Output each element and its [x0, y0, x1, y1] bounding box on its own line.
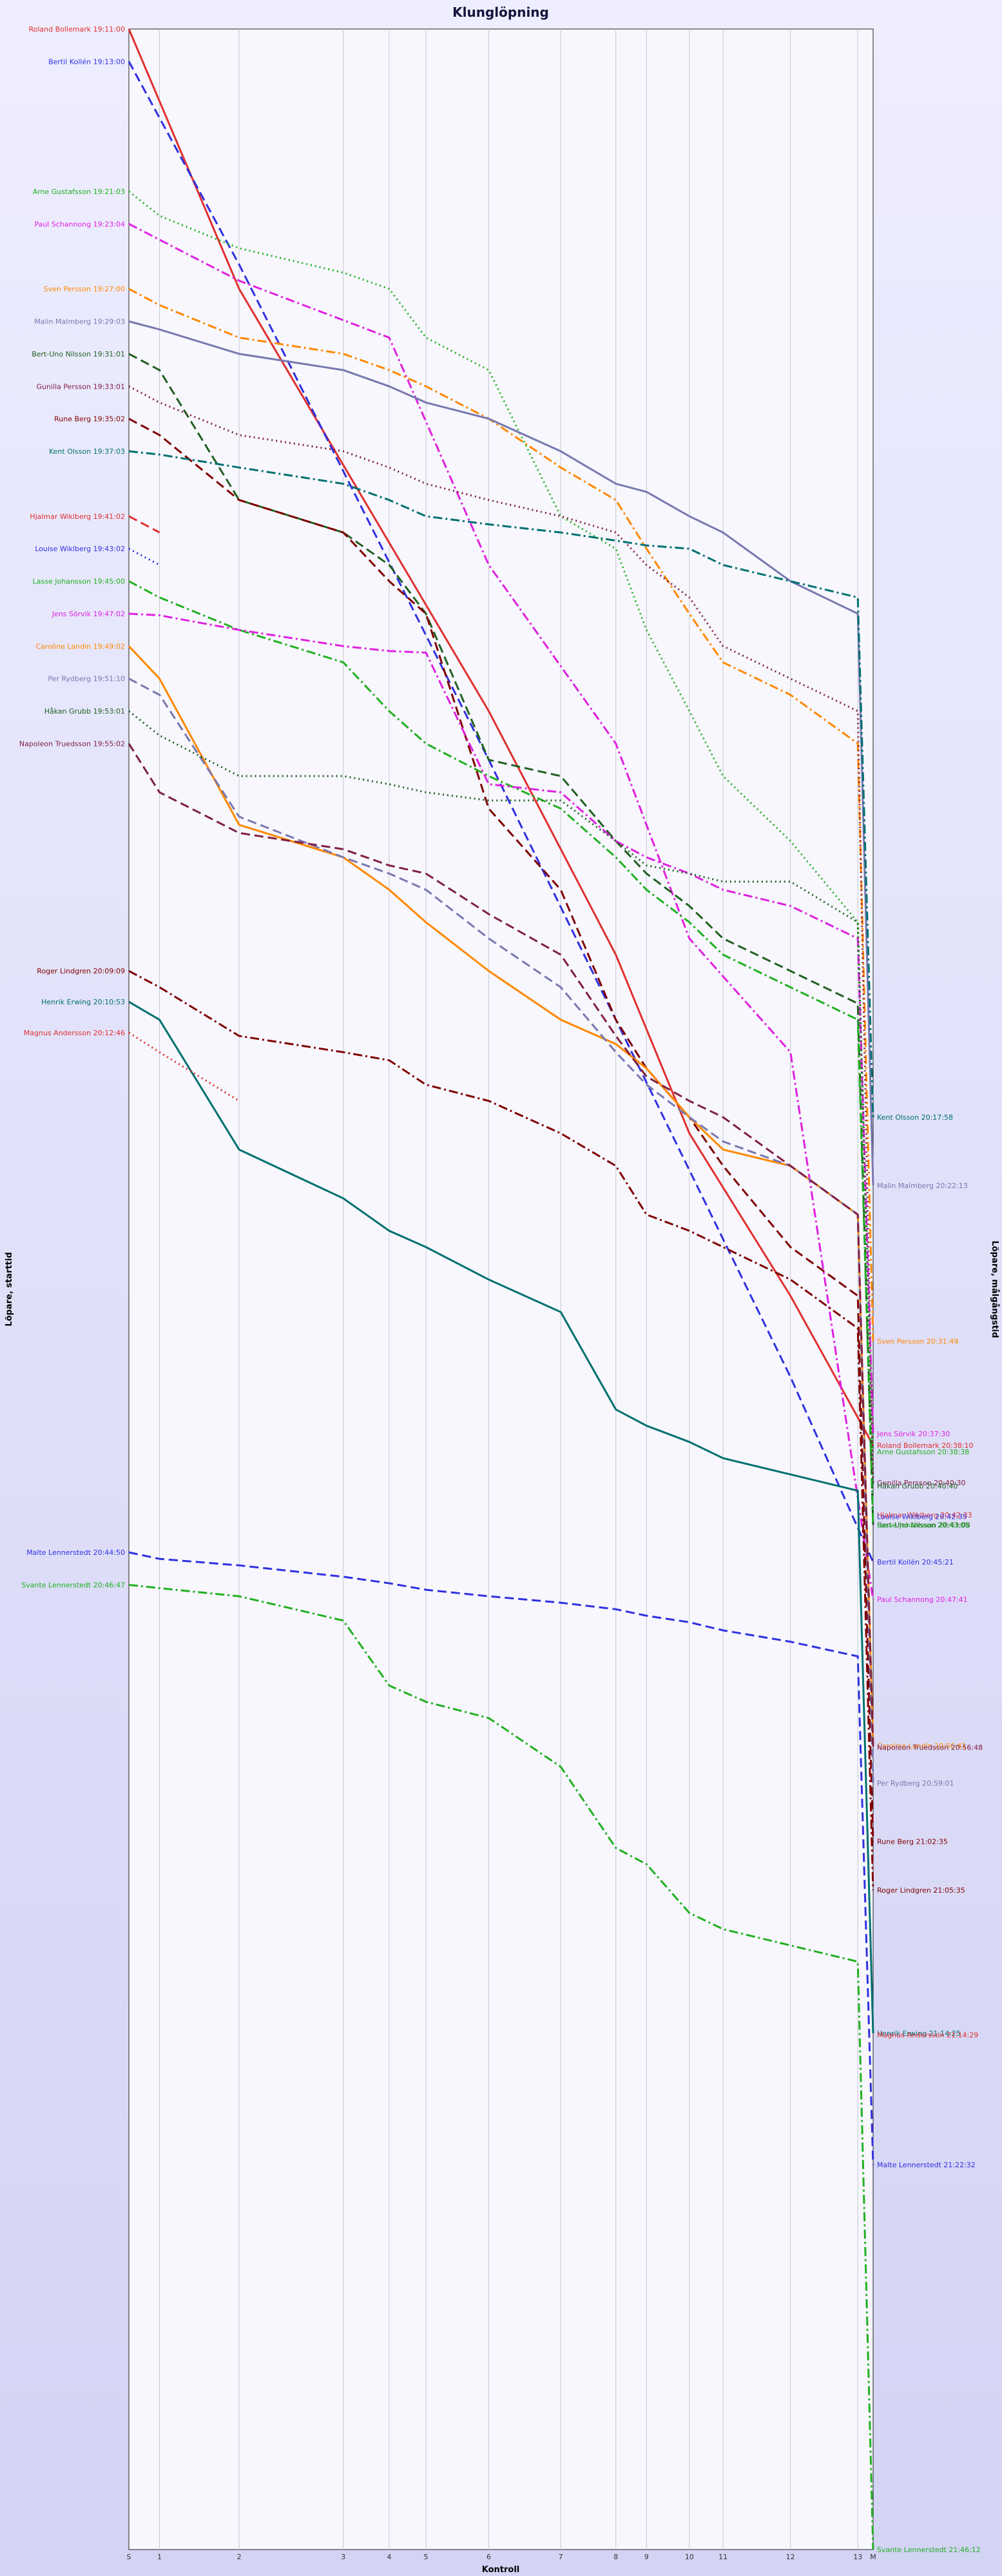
end-label-19: Henrik Erwing 21:14:25: [877, 2029, 961, 2038]
x-tick-6: 6: [487, 2553, 491, 2561]
series-line-6: [128, 353, 874, 1525]
start-label-12: Lasse Johansson 19:45:00: [33, 578, 125, 586]
end-label-1: Bertil Kollén 20:45:21: [877, 1558, 954, 1566]
start-label-3: Paul Schannong 19:23:04: [34, 220, 125, 228]
start-label-19: Henrik Erwing 20:10:53: [41, 998, 125, 1006]
end-label-3: Paul Schannong 20:47:41: [877, 1595, 968, 1604]
start-label-16: Håkan Grubb 19:53:01: [44, 707, 125, 716]
end-label-17: Napoleon Truedsson 20:56:48: [877, 1743, 983, 1751]
x-tick-M: M: [870, 2553, 876, 2561]
series-line-22: [128, 1584, 874, 2550]
end-label-20: Magnus Andersson 21:14:29: [877, 2031, 978, 2039]
x-tick-3: 3: [341, 2553, 345, 2561]
start-label-4: Sven Persson 19:27:00: [44, 285, 125, 293]
end-label-6: Bert-Uno Nilsson 20:43:08: [877, 1521, 970, 1529]
start-label-20: Magnus Andersson 20:12:46: [24, 1029, 125, 1037]
labels-layer: Roland Bollemark 19:11:00 Roland Bollemar…: [19, 25, 983, 2554]
series-line-20: [128, 1031, 240, 1102]
series-line-14: [128, 645, 874, 1746]
x-tick-9: 9: [644, 2553, 649, 2561]
start-label-6: Bert-Uno Nilsson 19:31:01: [32, 350, 125, 358]
end-label-18: Roger Lindgren 21:05:35: [877, 1886, 965, 1895]
end-label-7: Gunilla Persson 20:40:30: [877, 1479, 965, 1487]
series-line-18: [128, 970, 874, 1891]
start-label-17: Napoleon Truedsson 19:55:02: [19, 740, 125, 748]
series-line-13: [128, 612, 874, 1434]
y-axis-label-right: Löpare, målgångstid: [990, 1240, 999, 1338]
end-label-11: Louise Wiklberg 20:42:35: [877, 1513, 967, 1521]
x-axis-label: Kontroll: [482, 2565, 520, 2575]
x-tick-1: 1: [157, 2553, 162, 2561]
start-label-10: Hjalmar Wiklberg 19:41:02: [30, 512, 125, 521]
end-label-2: Arne Gustafsson 20:38:38: [877, 1448, 969, 1456]
start-label-22: Svante Lennerstedt 20:46:47: [21, 1581, 125, 1590]
end-label-0: Roland Bollemark 20:38:10: [877, 1441, 974, 1450]
x-tick-7: 7: [559, 2553, 563, 2561]
series-line-16: [128, 710, 874, 1486]
start-label-5: Malin Malmberg 19:29:03: [34, 317, 125, 326]
start-label-14: Caroline Landin 19:49:02: [35, 642, 125, 650]
x-tick-10: 10: [685, 2553, 694, 2561]
end-label-9: Kent Olsson 20:17:58: [877, 1113, 953, 1122]
end-label-13: Jens Sörvik 20:37:30: [876, 1430, 950, 1438]
series-line-9: [128, 450, 874, 1118]
start-label-7: Gunilla Persson 19:33:01: [37, 382, 125, 391]
series-line-4: [128, 288, 874, 1342]
x-tick-13: 13: [853, 2553, 862, 2561]
x-tick-12: 12: [786, 2553, 795, 2561]
start-label-8: Rune Berg 19:35:02: [54, 415, 125, 424]
start-label-18: Roger Lindgren 20:09:09: [37, 967, 125, 975]
series-line-10: [128, 515, 160, 534]
series-line-11: [128, 547, 160, 566]
chart-title: Klunglöpning: [452, 5, 549, 20]
end-label-15: Per Rydberg 20:59:01: [877, 1779, 954, 1788]
end-label-16: Håkan Grubb 20:40:40: [877, 1482, 958, 1490]
series-line-17: [128, 743, 874, 1748]
plot-area: [128, 28, 874, 2550]
x-tick-5: 5: [424, 2553, 429, 2561]
series-line-12: [128, 580, 874, 1525]
end-label-12: Lasse Johansson 20:43:05: [877, 1521, 969, 1529]
x-ticks: S 1 2 3 4 5 6 7 8 9 10 11 12 13 M: [127, 2553, 876, 2561]
series-line-21: [128, 1551, 874, 2165]
grid-lines: [159, 29, 858, 2550]
start-label-2: Arne Gustafsson 19:21:03: [33, 188, 125, 196]
start-label-0: Roland Bollemark 19:11:00: [28, 25, 125, 34]
series-line-3: [128, 222, 874, 1600]
x-tick-8: 8: [613, 2553, 618, 2561]
x-tick-2: 2: [237, 2553, 242, 2561]
end-label-5: Malin Malmberg 20:22:13: [877, 1182, 968, 1190]
end-label-10: Hjalmar Wiklberg 20:42:33: [877, 1511, 972, 1519]
start-label-1: Bertil Kollén 19:13:00: [48, 57, 125, 66]
x-tick-4: 4: [387, 2553, 392, 2561]
start-label-15: Per Rydberg 19:51:10: [48, 675, 125, 683]
series-line-19: [128, 1000, 874, 2033]
series-line-15: [128, 678, 874, 1783]
end-label-8: Rune Berg 21:02:35: [877, 1838, 948, 1846]
end-label-22: Svante Lennerstedt 21:46:12: [877, 2546, 981, 2554]
series-line-1: [128, 61, 874, 1563]
start-label-21: Malte Lennerstedt 20:44:50: [26, 1548, 125, 1557]
series-line-0: [128, 28, 874, 1446]
x-tick-S: S: [127, 2553, 131, 2561]
end-label-4: Sven Persson 20:31:49: [877, 1338, 958, 1346]
start-label-13: Jens Sörvik 19:47:02: [52, 610, 125, 618]
start-label-11: Louise Wiklberg 19:43:02: [35, 545, 125, 553]
y-axis-label-left: Löpare, starttid: [5, 1252, 14, 1326]
start-label-9: Kent Olsson 19:37:03: [49, 447, 125, 456]
series-layer: [128, 28, 874, 2550]
end-label-21: Malte Lennerstedt 21:22:32: [877, 2161, 976, 2169]
series-line-5: [128, 320, 874, 1186]
x-tick-11: 11: [718, 2553, 727, 2561]
end-label-14: Caroline Landin 20:56:41: [877, 1742, 967, 1750]
